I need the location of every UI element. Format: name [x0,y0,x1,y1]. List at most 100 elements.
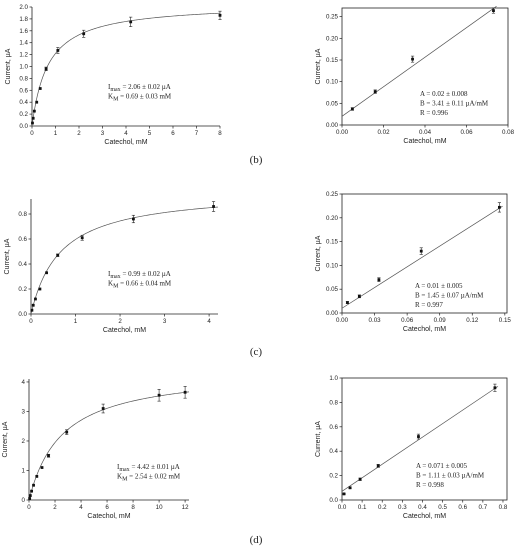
y-tick-label: 0.25 [326,191,339,198]
data-point [56,49,60,52]
y-tick-label: 0.0 [329,497,338,504]
x-tick-label: 10 [156,504,163,511]
x-tick-label: 0.2 [378,504,387,511]
panel-label-d: (d) [249,534,263,546]
data-point [157,393,161,397]
y-tick-label: 0.00 [326,122,339,129]
y-tick-label: 0.4 [19,99,28,106]
fit-curve [341,6,497,117]
data-point [417,435,420,438]
x-tick-label: 6 [105,504,109,511]
x-tick-label: 0.1 [358,504,367,511]
y-tick-label: 0.8 [19,75,28,82]
data-point [132,217,135,221]
x-tick-label: 0.3 [398,504,407,511]
x-tick-label: 8 [131,504,135,511]
y-axis-label: Current, µA [315,48,322,84]
x-tick-label: 0 [29,318,33,325]
y-axis-label: Current, µA [315,421,322,457]
y-tick-label: 0.05 [326,286,339,293]
x-tick-label: 5 [148,130,152,137]
chart-b-right: 0.00 0.02 0.04 0.06 0.08 0.00 0.05 0.10 0.15 0.20… [315,6,514,145]
fit-annotation: B = 1.11 ± 0.03 µA/mM [416,472,485,480]
data-point [218,13,222,17]
data-point [31,303,35,307]
data-point [358,477,362,481]
fit-annotation: R = 0.998 [416,481,444,489]
fit-annotation: Imax = 2.06 ± 0.02 µA [108,83,171,93]
y-tick-label: 1.0 [329,375,338,382]
x-tick-label: 0.0 [338,504,347,511]
y-tick-label: 0.10 [326,79,339,86]
data-point [493,386,497,390]
x-tick-label: 2 [77,130,81,137]
x-axis-label: Catechol, mM [403,513,446,520]
y-tick-label: 1.8 [19,16,28,23]
x-tick-label: 0 [30,130,34,137]
data-point [377,278,381,282]
x-tick-label: 2 [118,318,122,325]
data-point [44,67,48,71]
y-tick-label: 2.0 [19,4,28,11]
y-tick-label: 3 [22,408,26,415]
data-point [47,454,50,458]
x-tick-label: 6 [171,130,175,137]
fit-annotation: KM = 0.66 ± 0.04 mM [108,280,172,290]
data-point [28,494,32,497]
x-tick-label: 0.8 [499,504,508,511]
x-axis-label: Catechol, mM [103,327,146,334]
data-point [65,430,69,434]
data-point [30,489,34,493]
data-point [28,497,32,500]
data-point [411,57,414,61]
y-tick-label: 0.25 [326,14,339,21]
fit-annotation: R = 0.997 [415,301,443,309]
data-point [38,87,42,90]
data-point [419,249,423,253]
x-tick-label: 0.09 [434,317,447,324]
data-point [183,390,187,394]
y-tick-label: 0.2 [19,111,28,118]
x-tick-label: 4 [79,504,83,511]
x-tick-label: 7 [195,130,199,137]
data-point [376,464,380,468]
x-tick-label: 0 [27,504,31,511]
x-tick-label: 3 [163,318,167,325]
x-axis-label: Catechol, mM [403,326,446,333]
data-point [82,32,86,36]
x-tick-label: 0.03 [369,317,382,324]
x-axis-label: Catechol, mM [104,139,147,146]
y-tick-label: 1.4 [19,40,28,47]
data-point [346,301,349,304]
y-tick-label: 0.6 [18,236,27,243]
data-point [498,205,501,209]
data-point [492,9,495,12]
x-tick-label: 0.5 [438,504,447,511]
panel-label-b: (b) [249,154,263,166]
data-point [30,308,34,312]
y-tick-label: 0.0 [18,311,27,318]
chart-c-left: 0 1 2 3 4 0.0 0.2 0.4 0.6 0.8 Catechol, mM Current,… [4,199,219,334]
x-tick-label: 2 [53,504,57,511]
x-tick-label: 1 [54,130,58,137]
fit-annotation: R = 0.996 [420,109,448,117]
plot-frame [341,377,508,501]
y-tick-label: 1.0 [19,64,28,71]
fit-annotation: A = 0.01 ± 0.005 [415,282,463,290]
y-tick-label: 2 [22,438,26,445]
y-tick-label: 1.6 [19,28,28,35]
data-point [34,297,37,301]
chart-c-right: 0.00 0.03 0.06 0.09 0.12 0.15 0.00 0.05 0.10 0.15… [315,191,511,333]
fit-curve [28,391,190,501]
data-point [35,474,39,478]
y-axis-label: Current, µA [2,421,9,457]
y-tick-label: 0.2 [329,473,338,480]
x-tick-label: 4 [124,130,128,137]
panel-label-c: (c) [249,346,263,358]
x-tick-label: 0.4 [418,504,427,511]
x-tick-label: 0.15 [499,317,512,324]
x-tick-label: 12 [182,504,189,511]
y-tick-label: 0.15 [326,239,339,246]
data-point [129,20,133,24]
